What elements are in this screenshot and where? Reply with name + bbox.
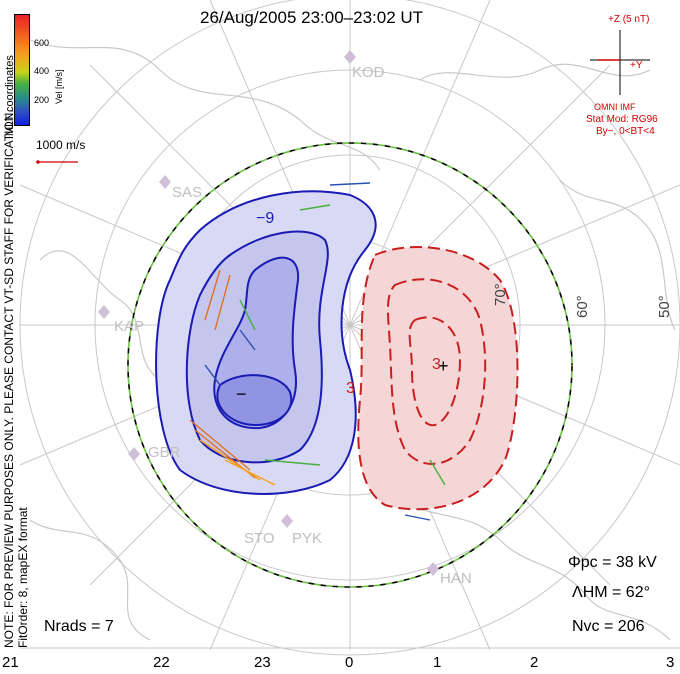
mlt-tick-23: 23 <box>254 654 271 671</box>
dusk-convection-cell <box>155 190 377 495</box>
imf-z-label: +Z (5 nT) <box>608 14 650 25</box>
mlt-tick-21: 21 <box>2 654 19 671</box>
mlt-tick-3: 3 <box>666 654 675 671</box>
map-title: 26/Aug/2005 23:00–23:02 UT <box>200 8 424 27</box>
radar-han: HAN <box>440 570 472 587</box>
dawn-convection-cell <box>357 246 519 511</box>
velocity-vectors <box>189 182 446 521</box>
radar-sites <box>98 50 439 576</box>
coastlines <box>29 39 676 641</box>
radar-sas: SAS <box>172 184 203 201</box>
imf-source: OMNI IMF <box>594 102 636 112</box>
hm-boundary-latitude: ΛHM = 62° <box>572 584 650 601</box>
radar-pyk: PYK <box>292 530 323 547</box>
cross-polar-cap-potential: Φpc = 38 kV <box>568 554 657 571</box>
mlt-tick-22: 22 <box>153 654 170 671</box>
colorbar-tick-600: 600 <box>34 38 50 48</box>
fit-order-note: FitOrder: 8, mapEX format <box>16 507 30 648</box>
colorbar-tick-400: 400 <box>34 66 50 76</box>
preview-note: NOTE: FOR PREVIEW PURPOSES ONLY. PLEASE … <box>2 109 16 648</box>
radar-kap: KAP <box>114 318 145 335</box>
radar-sto: STO <box>244 530 275 547</box>
stat-model: Stat Mod: RG96 <box>586 114 658 125</box>
contour-label-pos-2: 3 <box>432 356 441 373</box>
imf-condition: By−, 0<BT<4 <box>596 126 655 137</box>
latitude-label-70: 70° <box>492 283 509 306</box>
radar-gbr: GBR <box>148 444 181 461</box>
negative-cell-marker: − <box>236 384 247 404</box>
latitude-label-60: 60° <box>574 295 591 318</box>
radar-kod: KOD <box>352 64 385 81</box>
colorbar-label: Vel [m/s] <box>54 69 64 104</box>
mlt-tick-0: 0 <box>345 654 354 671</box>
scale-vector-label: 1000 m/s <box>36 138 86 152</box>
imf-clock <box>590 30 650 95</box>
vector-count: Nvc = 206 <box>572 618 645 635</box>
colorbar-tick-200: 200 <box>34 95 50 105</box>
imf-y-label: +Y <box>630 60 643 71</box>
contour-label-neg: −9 <box>256 210 275 227</box>
latitude-label-50: 50° <box>656 295 673 318</box>
velocity-colorbar <box>14 14 30 126</box>
mlt-tick-2: 2 <box>530 654 539 671</box>
mlt-tick-1: 1 <box>433 654 442 671</box>
positive-cell-marker: + <box>438 356 449 376</box>
contour-label-pos: 3 <box>346 380 355 397</box>
radar-count: Nrads = 7 <box>44 618 114 635</box>
